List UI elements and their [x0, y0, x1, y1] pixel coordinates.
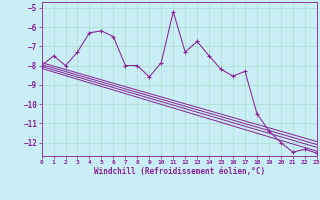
X-axis label: Windchill (Refroidissement éolien,°C): Windchill (Refroidissement éolien,°C)	[94, 167, 265, 176]
